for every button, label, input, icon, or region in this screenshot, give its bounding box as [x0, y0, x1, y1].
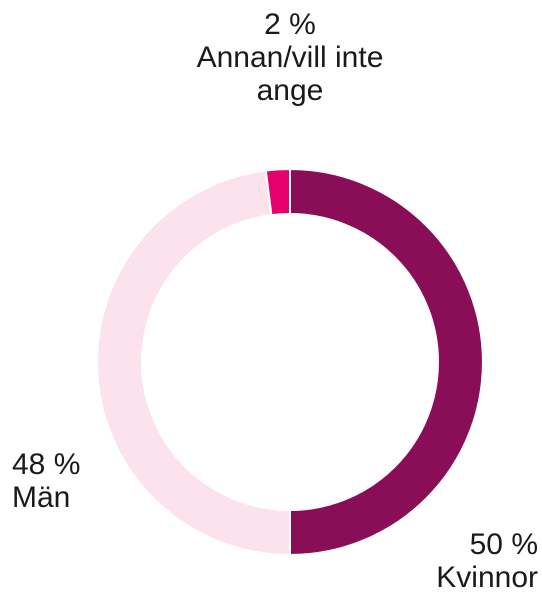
donut-segment — [96, 169, 291, 557]
label-annan: 2 % Annan/vill inte ange — [190, 8, 390, 107]
donut-segment — [264, 167, 291, 217]
category-label: Kvinnor — [436, 561, 538, 594]
value-label: 50 % — [469, 528, 538, 561]
category-label: Annan/vill inte ange — [196, 41, 384, 107]
value-label: 2 % — [264, 8, 316, 41]
label-kvinnor: 50 % Kvinnor — [398, 528, 538, 594]
category-label: Män — [12, 481, 71, 514]
donut-segment — [289, 167, 484, 557]
label-man: 48 % Män — [12, 448, 132, 514]
value-label: 48 % — [12, 448, 81, 481]
